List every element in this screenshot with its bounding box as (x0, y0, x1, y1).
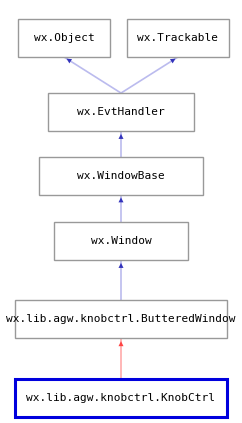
Bar (127, 19, 229, 57)
Bar (39, 157, 203, 195)
Text: wx.Window: wx.Window (91, 236, 151, 246)
Bar (18, 19, 110, 57)
Text: wx.EvtHandler: wx.EvtHandler (77, 107, 165, 117)
Bar (15, 379, 227, 417)
Text: wx.WindowBase: wx.WindowBase (77, 170, 165, 181)
Bar (15, 300, 227, 338)
Text: wx.lib.agw.knobctrl.ButteredWindow: wx.lib.agw.knobctrl.ButteredWindow (6, 314, 236, 324)
Bar (54, 222, 188, 260)
Text: wx.Object: wx.Object (34, 33, 95, 43)
Text: wx.lib.agw.knobctrl.KnobCtrl: wx.lib.agw.knobctrl.KnobCtrl (27, 393, 215, 403)
Bar (48, 93, 194, 131)
Text: wx.Trackable: wx.Trackable (137, 33, 218, 43)
